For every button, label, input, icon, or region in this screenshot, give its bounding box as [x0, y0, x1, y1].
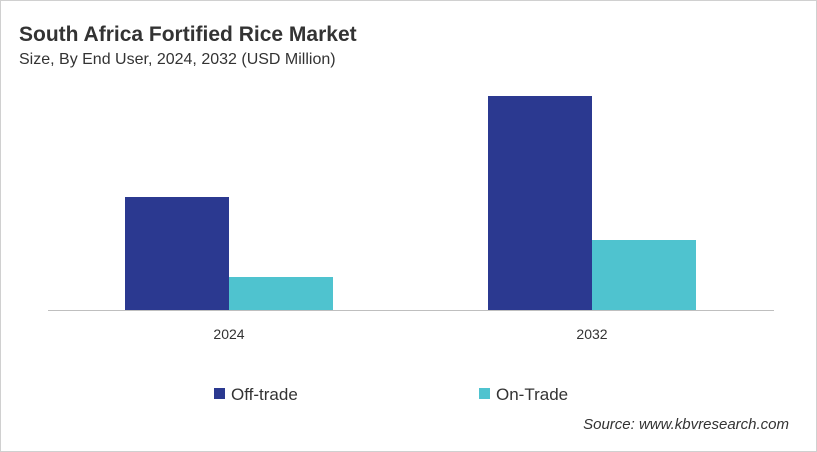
chart-title: South Africa Fortified Rice Market	[19, 23, 357, 46]
x-tick-label: 2032	[576, 326, 607, 342]
bar-off-trade-2032	[488, 96, 592, 310]
legend-label-1: On-Trade	[496, 385, 568, 404]
bar-off-trade-2024	[125, 197, 229, 310]
bar-on-trade-2024	[229, 277, 333, 310]
chart-subtitle: Size, By End User, 2024, 2032 (USD Milli…	[19, 51, 336, 68]
legend-label-0: Off-trade	[231, 385, 298, 404]
legend-swatch-1	[479, 388, 490, 399]
x-tick-label: 2024	[213, 326, 244, 342]
source-note: Source: www.kbvresearch.com	[583, 416, 789, 433]
bar-on-trade-2032	[592, 240, 696, 310]
legend-swatch-0	[214, 388, 225, 399]
